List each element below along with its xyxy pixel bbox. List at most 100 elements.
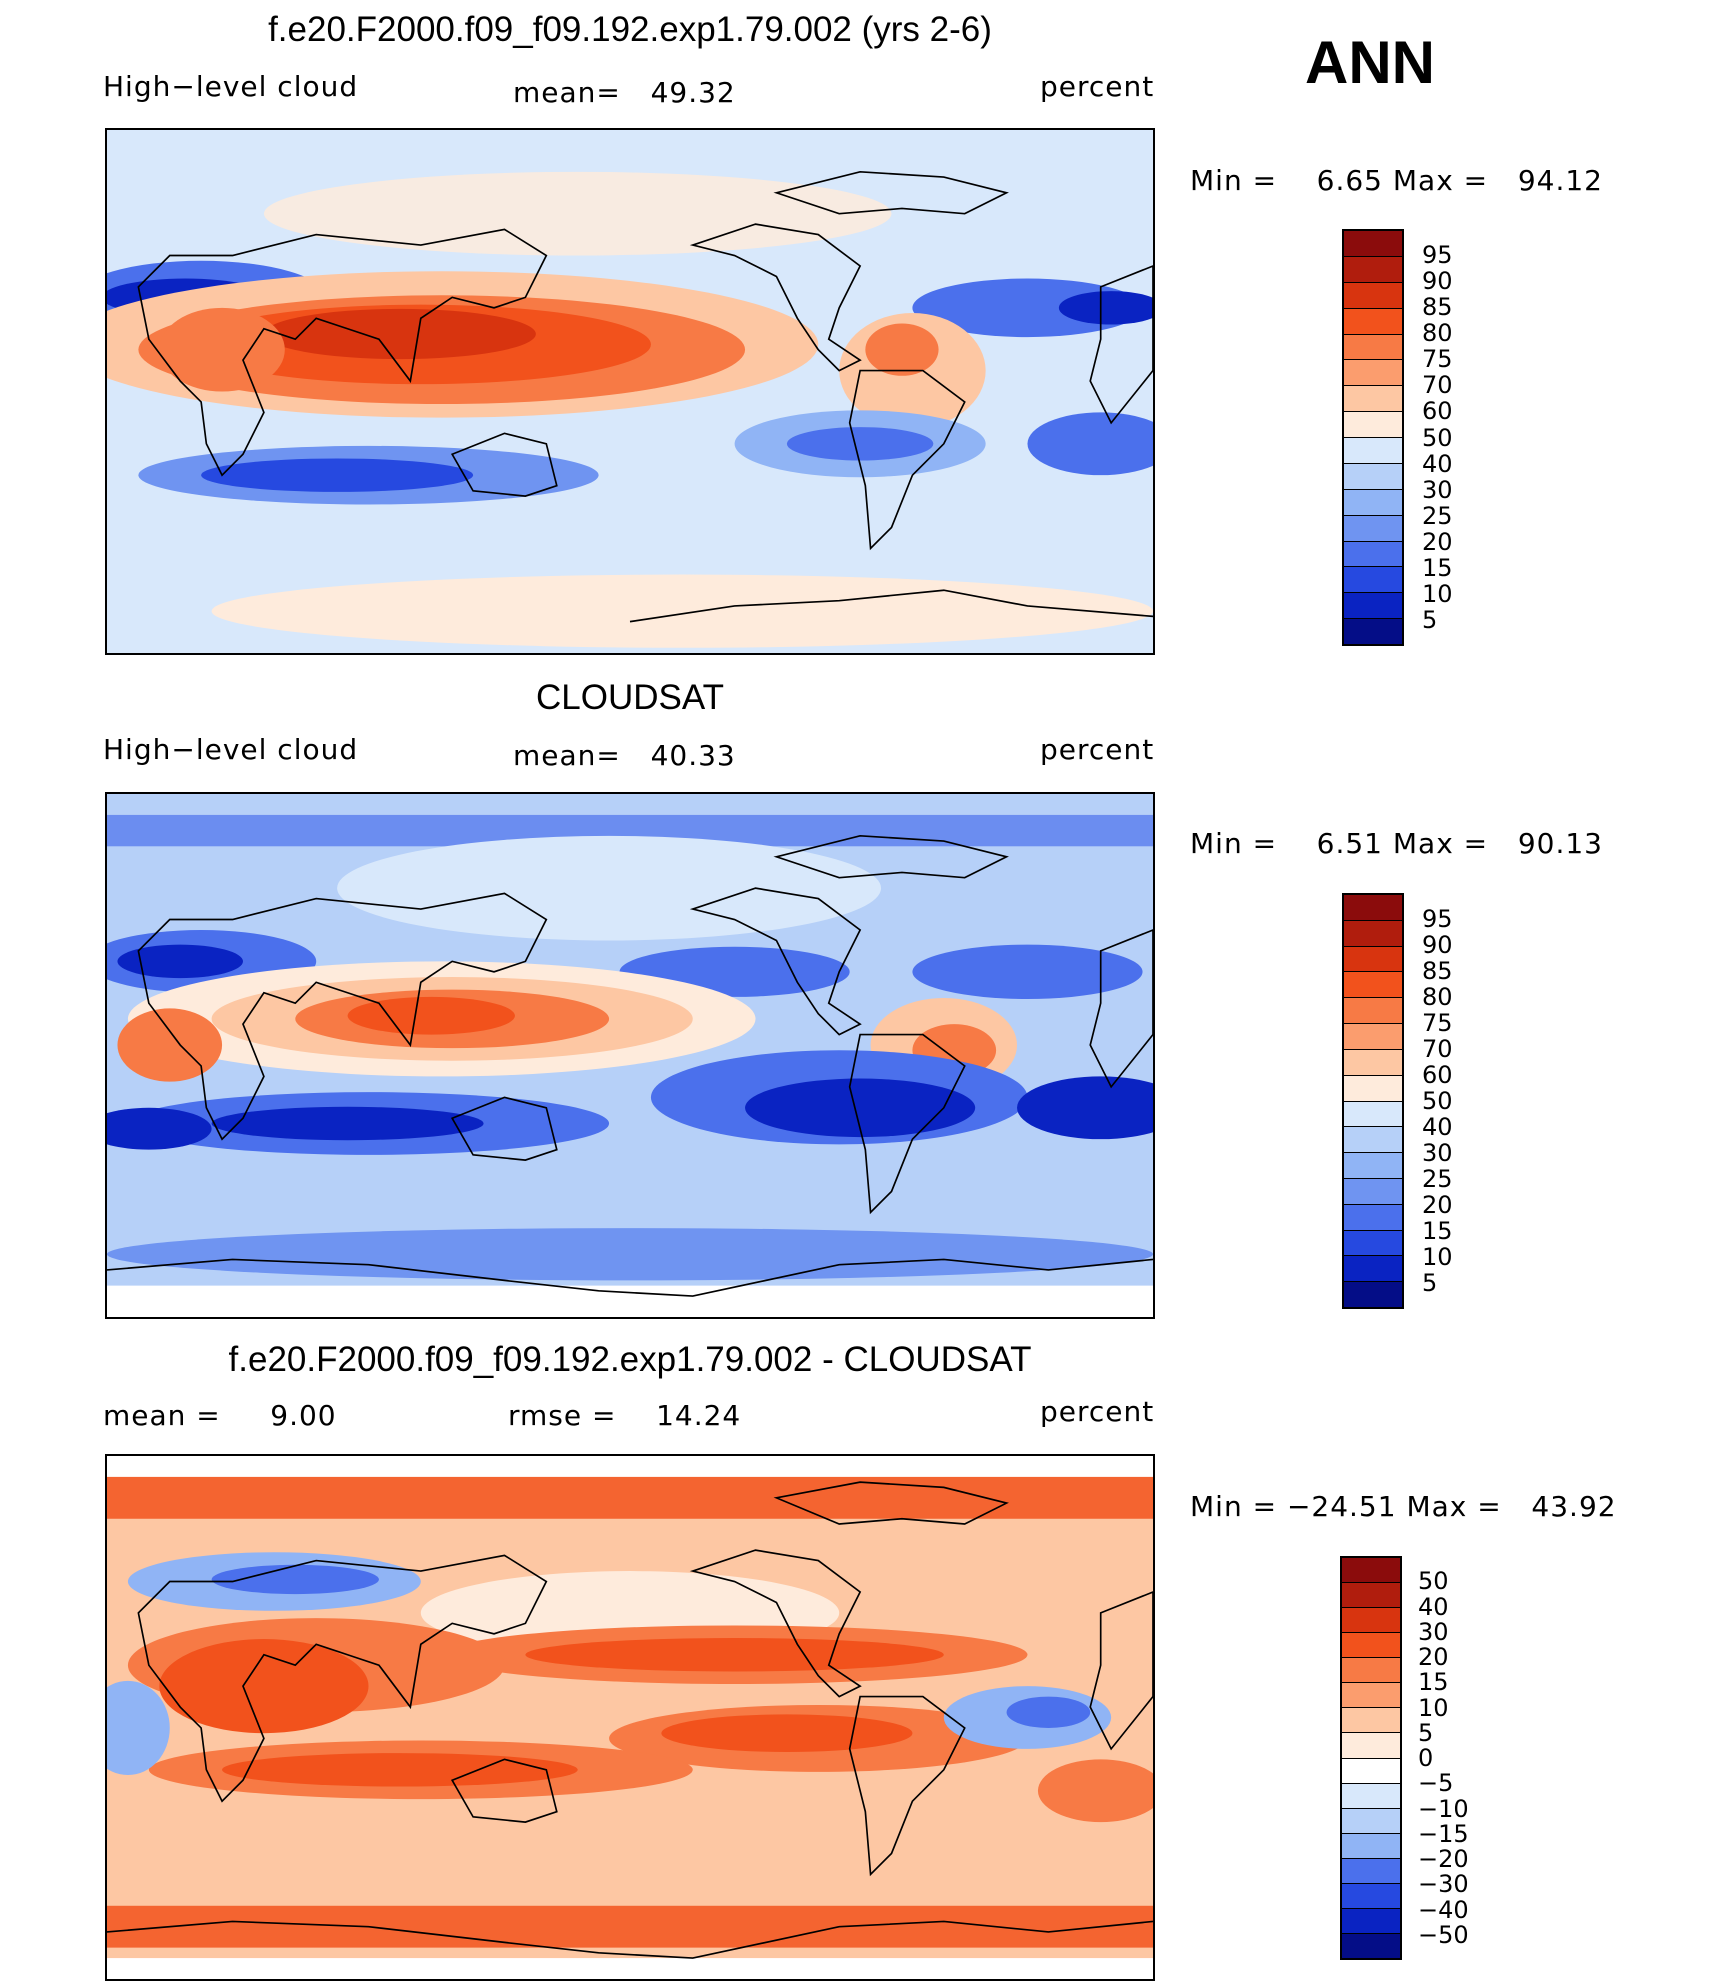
colorbar-tick-label: 40 bbox=[1422, 449, 1453, 478]
colorbar-tick-label: −40 bbox=[1418, 1895, 1469, 1924]
colorbar-tick-label: −5 bbox=[1418, 1769, 1454, 1798]
panel-mean-label-diff: mean = 9.00 bbox=[103, 1399, 337, 1432]
colorbar-tick-label: 25 bbox=[1422, 501, 1453, 530]
panel-minmax-obs: Min = 6.51 Max = 90.13 bbox=[1190, 827, 1603, 860]
colorbar-swatch bbox=[1344, 1282, 1402, 1307]
colorbar-tick-label: 10 bbox=[1422, 579, 1453, 608]
colorbar-swatch bbox=[1344, 1049, 1402, 1076]
colorbar-swatch bbox=[1344, 920, 1402, 947]
colorbar-labels-model: 95 90 85 80 75 70 60 50 40 30 25 20 15 10 5 bbox=[1422, 229, 1482, 646]
colorbar-diff bbox=[1340, 1556, 1402, 1960]
colorbar-labels-obs: 95 90 85 80 75 70 60 50 40 30 25 20 15 10 5 bbox=[1422, 893, 1482, 1309]
colorbar-tick-label: −15 bbox=[1418, 1819, 1469, 1848]
colorbar-tick-label: 75 bbox=[1422, 1009, 1453, 1037]
panel-title-obs: CLOUDSAT bbox=[536, 678, 724, 717]
colorbar-swatch bbox=[1344, 438, 1402, 464]
colorbar-tick-label: 10 bbox=[1418, 1693, 1449, 1722]
colorbar-tick-label: 40 bbox=[1422, 1113, 1453, 1141]
colorbar-labels-diff: 50 40 30 20 15 10 5 0 −5 −10 −15 −20 −30 −40 −50 bbox=[1418, 1556, 1488, 1960]
colorbar-swatch bbox=[1342, 1908, 1400, 1934]
panel-mean-label-obs: mean= 40.33 bbox=[513, 739, 736, 772]
map-diff bbox=[105, 1454, 1155, 1981]
colorbar-tick-label: 30 bbox=[1422, 475, 1453, 504]
colorbar-swatch bbox=[1344, 1204, 1402, 1231]
colorbar-swatch bbox=[1342, 1758, 1400, 1784]
colorbar-tick-label: 15 bbox=[1422, 1217, 1453, 1245]
colorbar-swatch bbox=[1344, 282, 1402, 309]
colorbar-swatch bbox=[1344, 1075, 1402, 1102]
colorbar-swatch bbox=[1342, 1658, 1400, 1684]
colorbar-tick-label: 5 bbox=[1422, 605, 1438, 634]
colorbar-swatch bbox=[1344, 412, 1402, 438]
colorbar-tick-label: 75 bbox=[1422, 345, 1453, 374]
colorbar-tick-label: 90 bbox=[1422, 267, 1453, 296]
panel-title-diff: f.e20.F2000.f09_f09.192.exp1.79.002 - CL… bbox=[228, 1340, 1032, 1379]
colorbar-swatch bbox=[1342, 1583, 1400, 1609]
map-diff-field bbox=[107, 1456, 1153, 1979]
colorbar-swatch bbox=[1344, 386, 1402, 413]
panel-field-label-obs: High−level cloud bbox=[103, 733, 359, 766]
colorbar-swatch bbox=[1344, 308, 1402, 335]
colorbar-tick-label: 0 bbox=[1418, 1744, 1434, 1772]
colorbar-tick-label: −10 bbox=[1418, 1794, 1469, 1823]
panel-minmax-model: Min = 6.65 Max = 94.12 bbox=[1190, 164, 1603, 197]
colorbar-swatch bbox=[1342, 1633, 1400, 1659]
colorbar-obs bbox=[1342, 893, 1404, 1309]
colorbar-swatch bbox=[1344, 895, 1402, 921]
colorbar-swatch bbox=[1342, 1608, 1400, 1634]
colorbar-swatch bbox=[1342, 1733, 1400, 1759]
colorbar-tick-label: 60 bbox=[1422, 1061, 1453, 1089]
colorbar-swatch bbox=[1342, 1683, 1400, 1709]
panel-minmax-diff: Min = −24.51 Max = 43.92 bbox=[1190, 1490, 1617, 1523]
colorbar-tick-label: −30 bbox=[1418, 1870, 1469, 1899]
colorbar-swatch bbox=[1344, 1178, 1402, 1205]
colorbar-tick-label: 50 bbox=[1422, 1087, 1453, 1115]
colorbar-swatch bbox=[1342, 1833, 1400, 1859]
colorbar-swatch bbox=[1344, 1153, 1402, 1179]
colorbar-swatch bbox=[1344, 1101, 1402, 1128]
colorbar-swatch bbox=[1344, 463, 1402, 490]
colorbar-tick-label: 85 bbox=[1422, 957, 1453, 985]
colorbar-tick-label: 15 bbox=[1422, 553, 1453, 582]
colorbar-tick-label: 95 bbox=[1422, 241, 1453, 270]
colorbar-tick-label: −20 bbox=[1418, 1845, 1469, 1873]
colorbar-tick-label: 20 bbox=[1422, 1191, 1453, 1219]
colorbar-tick-label: 40 bbox=[1418, 1592, 1449, 1621]
colorbar-tick-label: 50 bbox=[1422, 423, 1453, 452]
colorbar-swatch bbox=[1344, 360, 1402, 387]
colorbar-swatch bbox=[1342, 1858, 1400, 1884]
colorbar-tick-label: 60 bbox=[1422, 397, 1453, 426]
colorbar-swatch bbox=[1344, 334, 1402, 361]
colorbar-swatch bbox=[1344, 1230, 1402, 1257]
map-obs bbox=[105, 792, 1155, 1319]
season-label: ANN bbox=[1305, 29, 1435, 96]
colorbar-tick-label: 25 bbox=[1422, 1165, 1453, 1193]
colorbar-tick-label: 20 bbox=[1422, 527, 1453, 556]
colorbar-swatch bbox=[1344, 619, 1402, 644]
colorbar-tick-label: 85 bbox=[1422, 293, 1453, 322]
colorbar-tick-label: 80 bbox=[1422, 319, 1453, 348]
colorbar-tick-label: 80 bbox=[1422, 983, 1453, 1011]
colorbar-swatch bbox=[1344, 541, 1402, 568]
panel-units-label-obs: percent bbox=[1040, 733, 1155, 766]
colorbar-swatch bbox=[1342, 1558, 1400, 1584]
colorbar-swatch bbox=[1344, 231, 1402, 257]
map-model bbox=[105, 128, 1155, 655]
colorbar-swatch bbox=[1344, 567, 1402, 594]
colorbar-tick-label: 5 bbox=[1418, 1718, 1434, 1747]
colorbar-tick-label: 20 bbox=[1418, 1643, 1449, 1671]
colorbar-swatch bbox=[1344, 1024, 1402, 1050]
colorbar-model bbox=[1342, 229, 1404, 646]
colorbar-swatch bbox=[1344, 998, 1402, 1025]
colorbar-swatch bbox=[1342, 1883, 1400, 1909]
panel-mean-label-model: mean= 49.32 bbox=[513, 76, 736, 109]
colorbar-swatch bbox=[1342, 1808, 1400, 1834]
colorbar-tick-label: 15 bbox=[1418, 1668, 1449, 1697]
colorbar-swatch bbox=[1342, 1708, 1400, 1734]
colorbar-tick-label: −50 bbox=[1418, 1920, 1469, 1949]
colorbar-tick-label: 70 bbox=[1422, 1035, 1453, 1063]
colorbar-swatch bbox=[1342, 1783, 1400, 1809]
colorbar-swatch bbox=[1344, 972, 1402, 999]
colorbar-tick-label: 10 bbox=[1422, 1243, 1453, 1271]
colorbar-swatch bbox=[1344, 946, 1402, 973]
